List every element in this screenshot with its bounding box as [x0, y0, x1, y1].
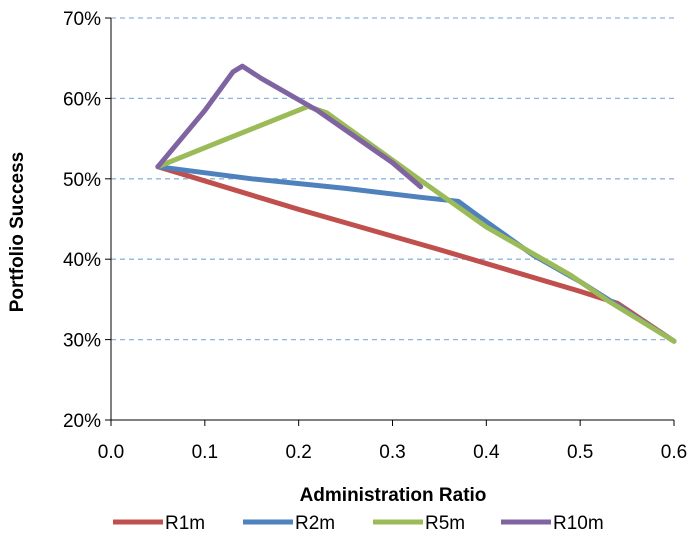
legend-label: R10m — [553, 513, 604, 534]
series-line-r10m — [158, 66, 421, 187]
y-tick-label: 40% — [63, 250, 101, 271]
series-line-r2m — [158, 167, 674, 342]
y-tick-label: 20% — [63, 411, 101, 432]
y-tick-label: 30% — [63, 331, 101, 352]
series-line-r1m — [158, 167, 674, 342]
series-line-r5m — [158, 106, 674, 341]
x-tick-label: 0.4 — [473, 442, 500, 463]
x-axis-title: Administration Ratio — [300, 485, 487, 506]
x-tick-label: 0.5 — [567, 442, 593, 463]
legend-item-r10m: R10m — [501, 513, 604, 534]
x-tick-label: 0.2 — [285, 442, 311, 463]
legend-item-r5m: R5m — [373, 513, 465, 534]
x-tick-label: 0.1 — [192, 442, 218, 463]
series-lines — [158, 66, 674, 341]
legend-label: R5m — [425, 513, 465, 534]
legend-label: R2m — [295, 513, 335, 534]
tick-labels: 20% 30% 40% 50% 60% 70% 0.0 0.1 0.2 0.3 0.4 0.5 0.6 — [63, 9, 687, 463]
y-axis-title: Portfolio Success — [7, 152, 28, 313]
legend-item-r1m: R1m — [113, 513, 205, 534]
legend-item-r2m: R2m — [243, 513, 335, 534]
y-tick-label: 50% — [63, 170, 101, 191]
x-tick-label: 0.3 — [379, 442, 405, 463]
y-tick-label: 70% — [63, 9, 101, 30]
legend: R1m R2m R5m R10m — [113, 513, 604, 534]
x-tick-label: 0.6 — [661, 442, 687, 463]
legend-label: R1m — [165, 513, 205, 534]
y-tick-label: 60% — [63, 89, 101, 110]
x-tick-label: 0.0 — [98, 442, 124, 463]
axes — [105, 18, 674, 426]
